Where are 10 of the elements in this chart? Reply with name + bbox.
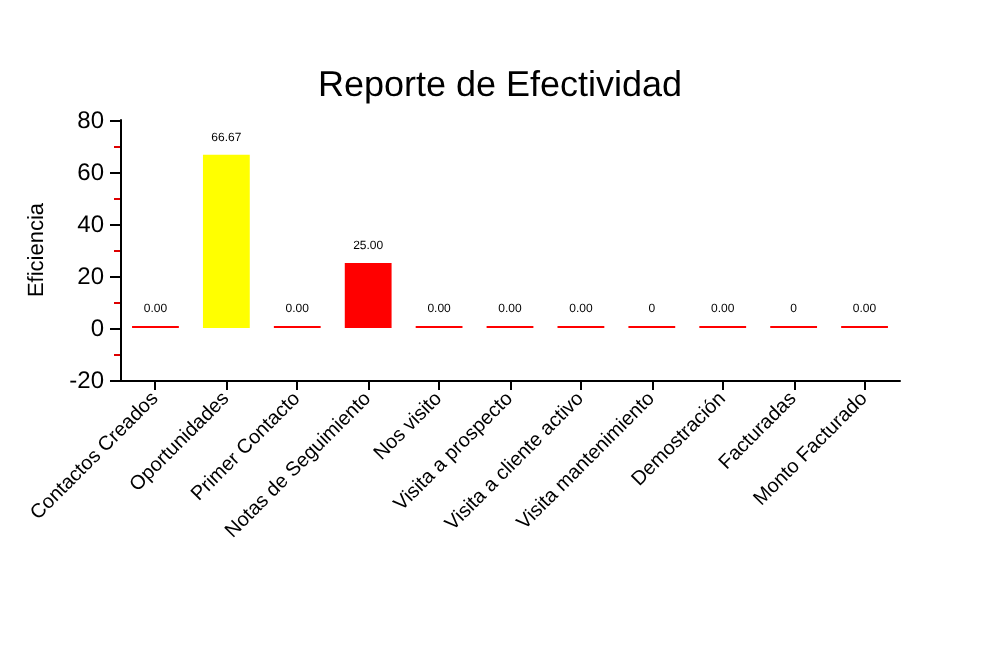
y-tick-label: -20 [69,366,105,394]
bar [344,263,392,328]
chart-title: Reporte de Efectividad [317,64,683,104]
y-tick-label: 20 [77,262,105,290]
y-axis-title: Eficiencia [24,201,49,298]
bar [202,154,250,328]
y-tick-label: 40 [77,210,105,238]
y-tick-label: 80 [77,106,105,134]
y-tick-label: 0 [90,314,105,342]
y-tick-label: 60 [77,158,105,186]
